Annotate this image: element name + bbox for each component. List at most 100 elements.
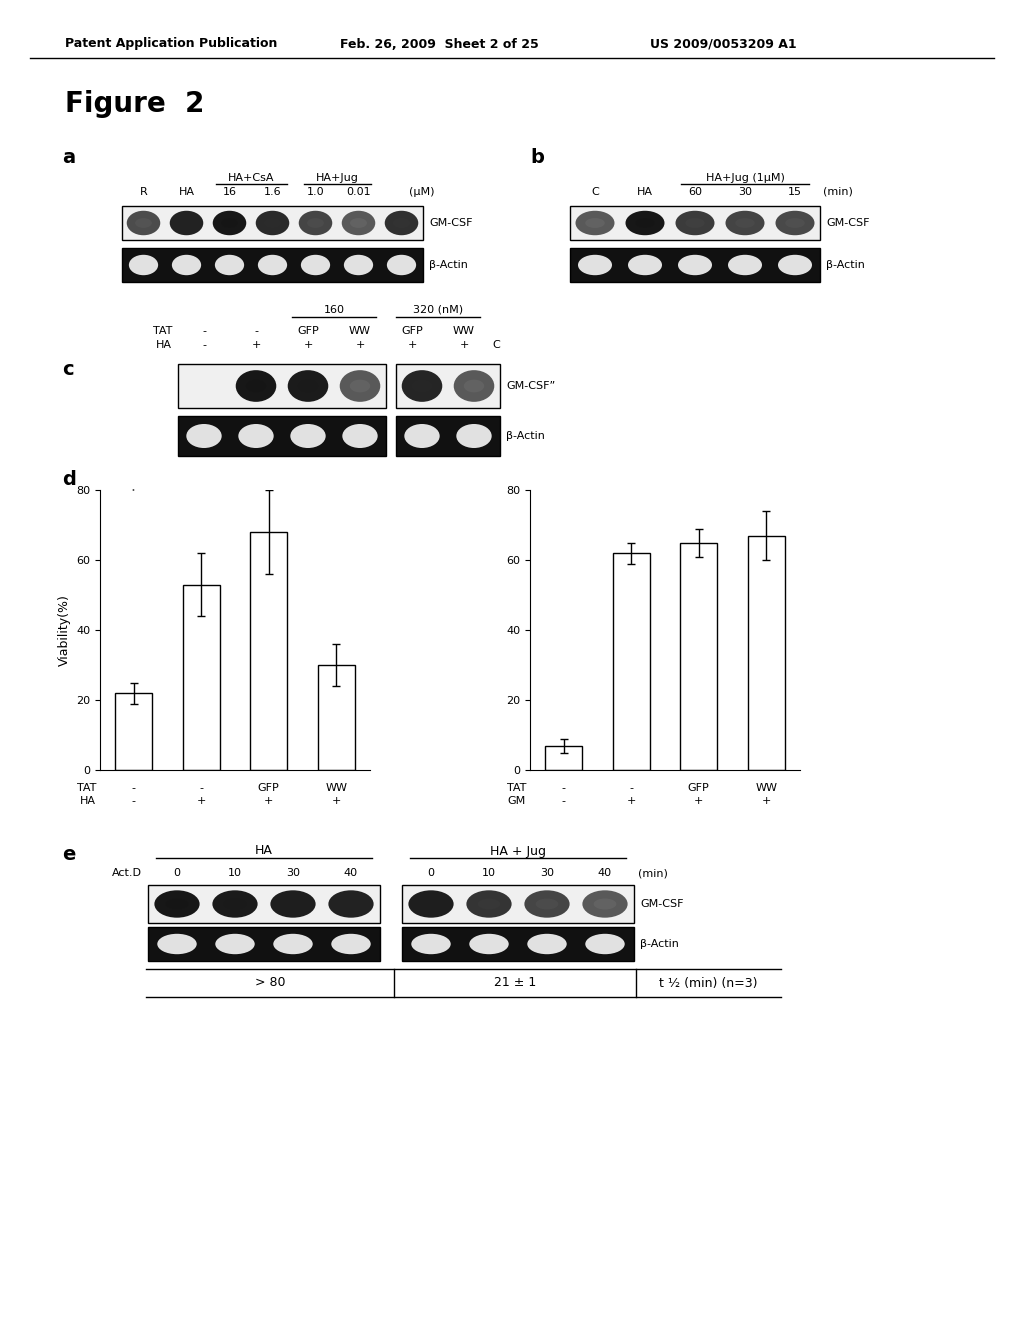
Text: HA: HA <box>156 341 172 350</box>
Bar <box>122 248 423 282</box>
Text: -: - <box>630 783 633 793</box>
Text: -: - <box>132 796 136 807</box>
Ellipse shape <box>264 218 281 228</box>
Text: β-Actin: β-Actin <box>826 260 865 271</box>
Ellipse shape <box>728 255 762 275</box>
Ellipse shape <box>129 255 158 275</box>
Text: β-Actin: β-Actin <box>640 939 679 949</box>
Ellipse shape <box>676 211 715 235</box>
Ellipse shape <box>586 933 625 954</box>
Bar <box>115 693 153 770</box>
Ellipse shape <box>212 890 258 917</box>
Ellipse shape <box>172 255 201 275</box>
Ellipse shape <box>583 890 628 917</box>
Ellipse shape <box>288 370 329 401</box>
Ellipse shape <box>385 211 418 235</box>
Ellipse shape <box>477 899 501 909</box>
Bar <box>148 927 380 961</box>
Ellipse shape <box>454 370 495 401</box>
Text: > 80: > 80 <box>255 977 286 990</box>
Text: GM-CSF: GM-CSF <box>640 899 683 909</box>
Text: Act.D: Act.D <box>112 869 142 878</box>
Text: -: - <box>254 326 258 337</box>
Bar <box>396 416 500 455</box>
Text: Feb. 26, 2009  Sheet 2 of 25: Feb. 26, 2009 Sheet 2 of 25 <box>340 37 539 50</box>
Text: GFP: GFP <box>688 783 710 793</box>
Bar <box>178 364 386 408</box>
Bar <box>402 927 634 961</box>
Ellipse shape <box>236 370 276 401</box>
Ellipse shape <box>215 255 244 275</box>
Bar <box>122 206 423 240</box>
Text: +: + <box>197 796 206 807</box>
Text: GM: GM <box>508 796 526 807</box>
Text: b: b <box>530 148 544 168</box>
Ellipse shape <box>186 424 221 447</box>
Text: -: - <box>202 326 206 337</box>
Ellipse shape <box>298 380 318 392</box>
Text: Patent Application Publication: Patent Application Publication <box>65 37 278 50</box>
Text: d: d <box>62 470 76 488</box>
Text: 1.6: 1.6 <box>264 187 282 197</box>
Text: (μM): (μM) <box>410 187 435 197</box>
Text: WW: WW <box>453 326 475 337</box>
Bar <box>680 543 718 770</box>
Text: C: C <box>493 341 500 350</box>
Text: c: c <box>62 360 74 379</box>
Ellipse shape <box>785 218 805 228</box>
Ellipse shape <box>221 218 238 228</box>
Bar <box>148 884 380 923</box>
Ellipse shape <box>778 255 812 275</box>
Bar <box>570 206 820 240</box>
Text: HA+Jug: HA+Jug <box>315 173 358 183</box>
Text: C: C <box>591 187 599 197</box>
Ellipse shape <box>127 211 161 235</box>
Ellipse shape <box>775 211 814 235</box>
Ellipse shape <box>412 933 451 954</box>
Ellipse shape <box>735 218 755 228</box>
Text: GM-CSF”: GM-CSF” <box>506 381 555 391</box>
Ellipse shape <box>135 218 152 228</box>
Ellipse shape <box>158 933 197 954</box>
Text: 1.0: 1.0 <box>306 187 325 197</box>
Text: 30: 30 <box>738 187 752 197</box>
Ellipse shape <box>344 255 373 275</box>
Ellipse shape <box>635 218 654 228</box>
Text: GM-CSF: GM-CSF <box>429 218 472 228</box>
Bar <box>570 248 820 282</box>
Text: Figure  2: Figure 2 <box>65 90 205 117</box>
Text: 40: 40 <box>598 869 612 878</box>
Ellipse shape <box>282 899 304 909</box>
Ellipse shape <box>725 211 765 235</box>
Text: 10: 10 <box>482 869 496 878</box>
Ellipse shape <box>626 211 665 235</box>
Text: e: e <box>62 845 76 865</box>
Ellipse shape <box>628 255 662 275</box>
Text: R: R <box>139 187 147 197</box>
Bar <box>748 536 784 770</box>
Text: +: + <box>251 341 261 350</box>
Ellipse shape <box>273 933 312 954</box>
Ellipse shape <box>678 255 712 275</box>
Ellipse shape <box>594 899 616 909</box>
Ellipse shape <box>246 380 266 392</box>
Text: HA: HA <box>178 187 195 197</box>
Text: β-Actin: β-Actin <box>429 260 468 271</box>
Text: +: + <box>694 796 703 807</box>
Bar <box>250 532 288 770</box>
Text: GFP: GFP <box>297 326 318 337</box>
Text: WW: WW <box>349 326 371 337</box>
Text: WW: WW <box>756 783 777 793</box>
Text: HA: HA <box>80 796 96 807</box>
Ellipse shape <box>332 933 371 954</box>
Ellipse shape <box>256 211 289 235</box>
Ellipse shape <box>404 424 439 447</box>
Ellipse shape <box>155 890 200 917</box>
Ellipse shape <box>536 899 558 909</box>
Text: +: + <box>460 341 469 350</box>
Bar <box>396 364 500 408</box>
Text: β-Actin: β-Actin <box>506 432 545 441</box>
Ellipse shape <box>166 899 188 909</box>
Ellipse shape <box>469 933 509 954</box>
Text: 160: 160 <box>324 305 344 315</box>
